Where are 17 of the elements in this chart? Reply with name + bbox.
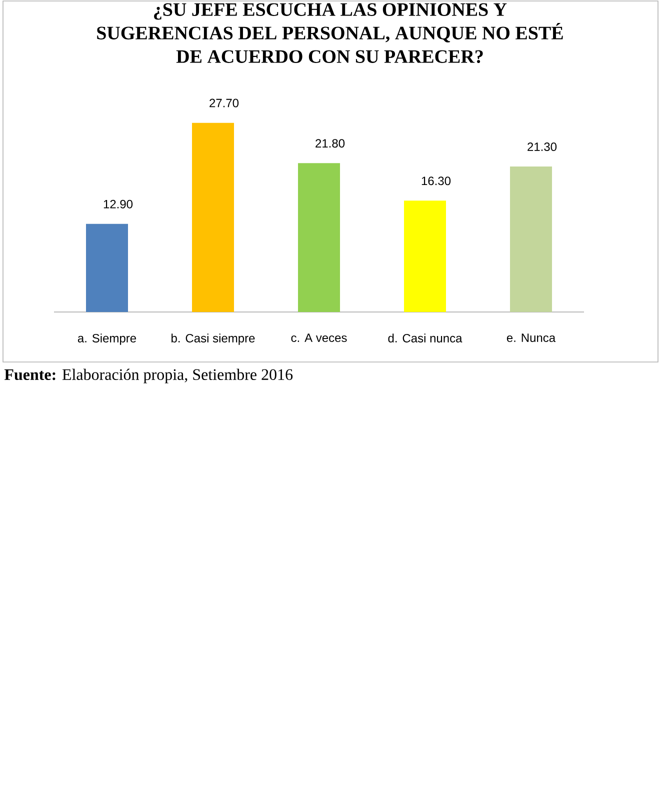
bar xyxy=(192,122,234,312)
chart-title: ¿SU JEFE ESCUCHA LAS OPINIONES Y SUGERENCIAS DEL PERSONAL, AUNQUE NO ESTÉ DE ACUERDO CON SU PARECER? xyxy=(97,3,563,64)
bar xyxy=(510,166,552,312)
text: Fuente: Elaboración propia, Setiembre 2016 xyxy=(4,368,293,384)
x-tick-label: b. Casi siempre xyxy=(172,334,255,345)
bar xyxy=(404,200,446,312)
data-label: 21.80 xyxy=(316,139,345,148)
bar xyxy=(298,163,340,312)
data-label: 27.70 xyxy=(210,98,239,108)
x-tick-label: a. Siempre xyxy=(78,334,136,345)
x-tick-label: d. Casi nunca xyxy=(388,334,462,342)
data-label: 21.30 xyxy=(528,142,557,152)
data-label: 12.90 xyxy=(104,200,133,208)
x-tick-label: c. A veces xyxy=(291,334,347,342)
bar xyxy=(86,224,128,312)
data-label: 16.30 xyxy=(422,176,451,186)
x-tick-label: e. Nunca xyxy=(506,334,556,342)
